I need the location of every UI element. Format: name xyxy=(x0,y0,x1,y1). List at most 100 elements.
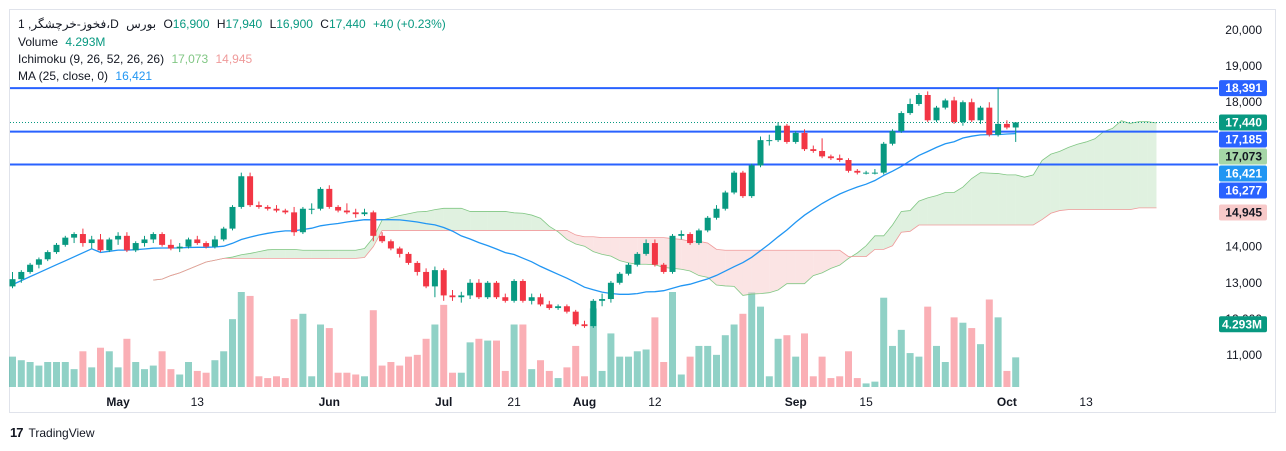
legend-ma-row[interactable]: MA (25, close, 0) 16,421 xyxy=(18,67,156,85)
legend-symbol[interactable]: 1 ,فخوز-خرچشگر،D xyxy=(18,17,119,31)
cloud-segment xyxy=(1077,141,1087,210)
cloud-segment xyxy=(918,197,928,225)
cloud-segment xyxy=(1086,138,1095,210)
candle-body xyxy=(783,125,790,142)
price-tag: 18,391 xyxy=(1219,80,1267,97)
volume-bar xyxy=(642,349,650,387)
cloud-segment xyxy=(778,250,787,290)
candle-body xyxy=(898,113,905,132)
price-tag: 17,440 xyxy=(1219,114,1267,131)
candle-body xyxy=(238,176,245,207)
time-tick-label: Sep xyxy=(785,395,807,409)
chart-frame[interactable] xyxy=(9,9,1276,413)
candle-body xyxy=(739,172,746,197)
cloud-segment xyxy=(927,195,937,225)
volume-bar xyxy=(677,374,685,387)
volume-bar xyxy=(105,351,113,387)
candle-body xyxy=(203,243,210,247)
volume-bar xyxy=(581,376,588,387)
volume-bar xyxy=(660,362,668,387)
cloud-segment xyxy=(470,211,479,231)
tradingview-name: TradingView xyxy=(28,425,95,440)
candle-body xyxy=(1012,122,1019,128)
legend-symbol-row: 1 ,فخوز-خرچشگر،D بورس O16,900 H17,940 L1… xyxy=(18,15,450,33)
cloud-segment xyxy=(522,213,532,231)
volume-bar xyxy=(246,295,254,387)
volume-bar xyxy=(237,292,245,387)
time-tick-label: Jul xyxy=(435,395,452,409)
volume-bar xyxy=(528,369,536,387)
legend-high-label: H xyxy=(216,17,226,31)
legend-open-label: O xyxy=(163,17,173,31)
cloud-segment xyxy=(1042,154,1051,220)
tradingview-branding[interactable]: 17 TradingView xyxy=(10,425,95,440)
candle-body xyxy=(792,132,799,142)
volume-bar xyxy=(906,353,914,387)
candle-body xyxy=(132,243,139,251)
volume-bar xyxy=(748,292,756,387)
time-tick-label: 21 xyxy=(507,395,521,409)
price-tag-bg xyxy=(1219,316,1267,333)
candle-body xyxy=(722,192,729,209)
candle-body xyxy=(35,259,42,265)
cloud-segment xyxy=(936,192,946,225)
candle-body xyxy=(942,100,949,108)
volume-bar xyxy=(211,360,219,387)
candle-body xyxy=(273,208,280,211)
cloud-segment xyxy=(1068,144,1078,210)
candle-body xyxy=(599,299,606,301)
candle-body xyxy=(220,228,227,240)
candle-body xyxy=(775,125,782,141)
candle-body xyxy=(115,235,122,240)
price-tag: 14,945 xyxy=(1219,204,1267,221)
volume-bar xyxy=(422,338,430,387)
volume-bar xyxy=(17,360,25,387)
volume-bar xyxy=(308,376,316,387)
candle-body xyxy=(423,271,430,287)
candle-body xyxy=(880,143,887,173)
cloud-segment xyxy=(998,173,1007,225)
candle-body xyxy=(731,172,738,193)
candle-body xyxy=(986,107,993,135)
volume-bar xyxy=(792,356,800,387)
volume-bar xyxy=(616,356,624,387)
candle-body xyxy=(704,217,711,231)
volume-bar xyxy=(845,351,852,387)
candle-body xyxy=(431,270,438,287)
price-tag-bg xyxy=(1219,131,1267,148)
volume-bar xyxy=(264,378,272,387)
cloud-segment xyxy=(311,250,321,259)
cloud-segment xyxy=(698,241,708,278)
volume-bar xyxy=(193,370,201,387)
price-tag: 16,277 xyxy=(1219,182,1267,199)
cloud-segment xyxy=(602,237,611,257)
candle-body xyxy=(968,102,975,121)
volume-bar xyxy=(889,345,896,387)
cloud-segment xyxy=(883,225,893,250)
legend-volume-row[interactable]: Volume 4.293M xyxy=(18,33,109,51)
cloud-segment xyxy=(716,249,726,286)
candle-body xyxy=(1003,123,1010,128)
volume-bar xyxy=(669,292,676,387)
cloud-segment xyxy=(505,211,515,231)
legend-ichimoku-row[interactable]: Ichimoku (9, 26, 52, 26, 26) 17,073 14,9… xyxy=(18,50,256,68)
candle-body xyxy=(634,253,641,265)
volume-bar xyxy=(26,362,34,387)
candle-body xyxy=(335,206,342,211)
volume-bar xyxy=(598,370,606,387)
volume-bar xyxy=(493,340,500,387)
cloud-segment xyxy=(751,250,761,295)
cloud-segment xyxy=(971,172,981,225)
volume-bar xyxy=(554,378,562,387)
cloud-segment xyxy=(866,235,875,257)
cloud-segment xyxy=(584,236,594,252)
candle-body xyxy=(229,206,236,229)
cloud-segment xyxy=(795,250,805,284)
volume-bar xyxy=(985,299,993,387)
candle-body xyxy=(414,262,421,272)
price-tick-label: 11,000 xyxy=(1226,348,1262,362)
candle-body xyxy=(211,239,218,247)
candle-body xyxy=(836,158,843,160)
volume-bar xyxy=(501,370,509,387)
